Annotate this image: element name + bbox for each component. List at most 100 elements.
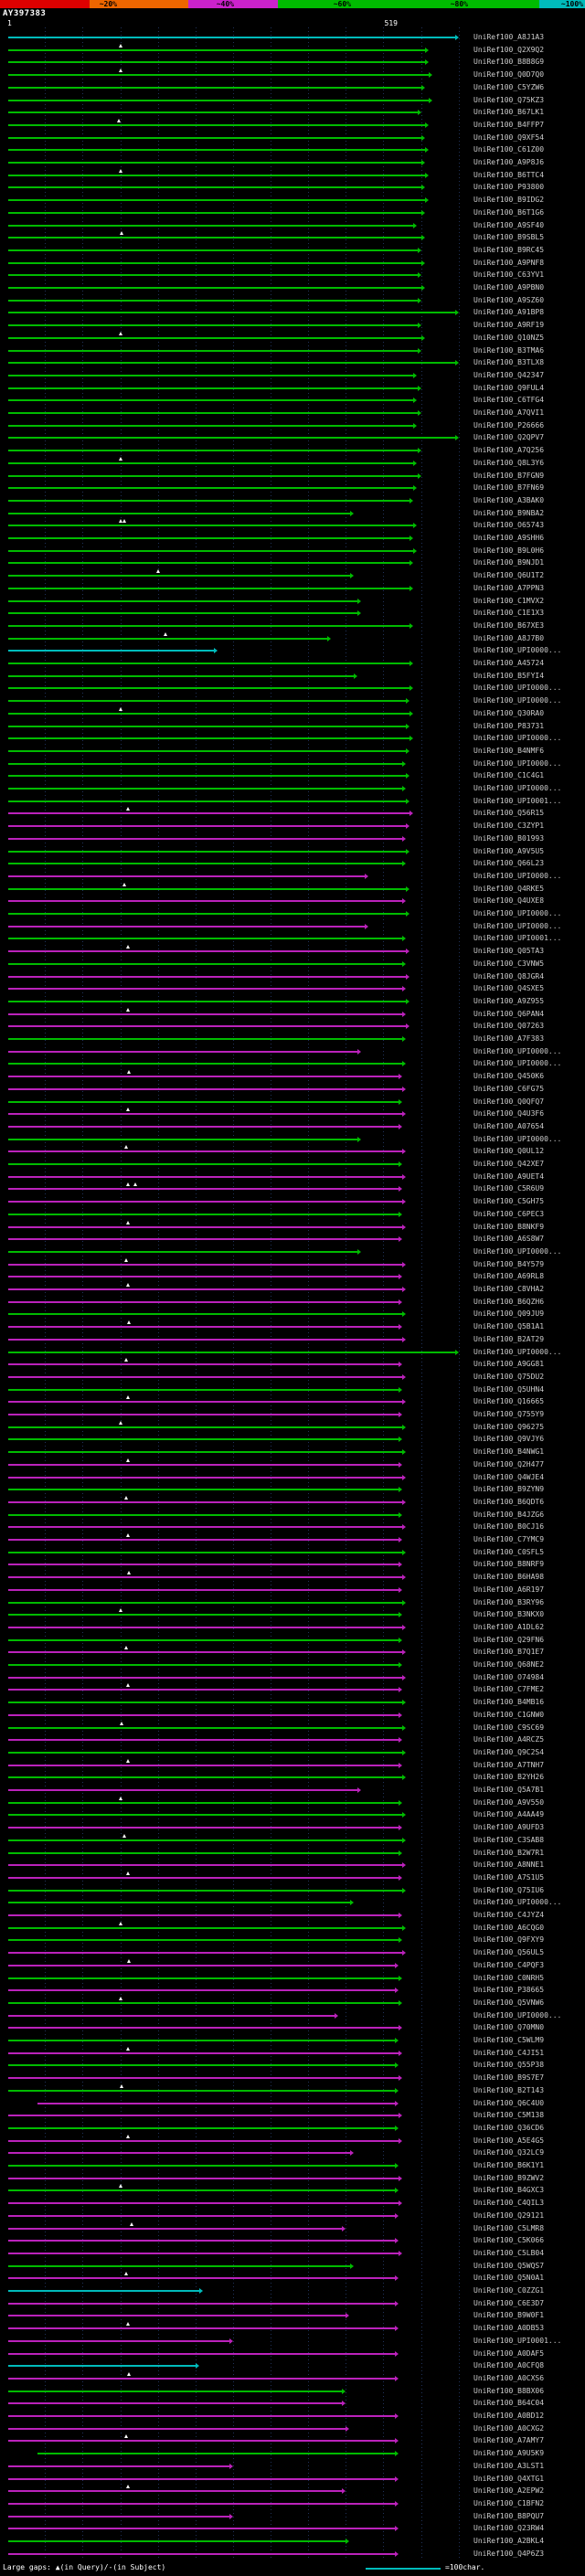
alignment-bar[interactable] [8,1664,399,1666]
hit-accession-label[interactable]: UniRef100_C1E1X3 [473,609,545,618]
alignment-bar[interactable] [8,1150,403,1153]
alignment-bar[interactable] [8,1163,399,1165]
alignment-bar[interactable] [8,1500,403,1503]
hit-accession-label[interactable]: UniRef100_C7FME2 [473,1685,545,1694]
alignment-bar[interactable] [8,1076,399,1078]
hit-accession-label[interactable]: UniRef100_Q2H477 [473,1459,545,1468]
hit-accession-label[interactable]: UniRef100_C6FG75 [473,1084,545,1093]
hit-accession-label[interactable]: UniRef100_UPI0000... [473,1898,562,1907]
hit-accession-label[interactable]: UniRef100_Q8L3Y6 [473,458,545,467]
hit-accession-label[interactable]: UniRef100_C5LB04 [473,2248,545,2257]
alignment-bar[interactable] [8,1401,403,1404]
hit-accession-label[interactable]: UniRef100_Q68NE2 [473,1660,545,1669]
alignment-bar[interactable] [8,2315,347,2317]
hit-accession-label[interactable]: UniRef100_Q4RKE5 [473,884,545,893]
hit-accession-label[interactable]: UniRef100_P38665 [473,1986,545,1995]
hit-accession-label[interactable]: UniRef100_B01993 [473,833,545,843]
hit-accession-label[interactable]: UniRef100_C4PQF3 [473,1960,545,1969]
alignment-bar[interactable] [8,637,328,640]
alignment-bar[interactable] [8,2327,396,2330]
hit-accession-label[interactable]: UniRef100_C4JYZ4 [473,1911,545,1919]
hit-accession-label[interactable]: UniRef100_A0CFQ8 [473,2361,545,2370]
alignment-bar[interactable] [8,1551,403,1553]
alignment-bar[interactable] [8,962,403,965]
hit-accession-label[interactable]: UniRef100_Q66L23 [473,859,545,868]
alignment-bar[interactable] [8,399,415,402]
hit-accession-label[interactable]: UniRef100_Q9FUL4 [473,383,545,392]
hit-accession-label[interactable]: UniRef100_A9PBN0 [473,283,545,292]
alignment-bar[interactable] [8,1451,403,1454]
hit-accession-label[interactable]: UniRef100_C63YV1 [473,270,545,280]
alignment-bar[interactable] [8,775,408,778]
alignment-bar[interactable] [8,2277,396,2280]
hit-accession-label[interactable]: UniRef100_A9SHH6 [473,534,545,542]
hit-accession-label[interactable]: UniRef100_Q56UL5 [473,1948,545,1957]
hit-accession-label[interactable]: UniRef100_Q0UL12 [473,1147,545,1156]
hit-accession-label[interactable]: UniRef100_Q0QFQ7 [473,1097,545,1106]
hit-accession-label[interactable]: UniRef100_Q05TA3 [473,947,545,956]
alignment-bar[interactable] [8,374,415,376]
alignment-bar[interactable] [8,387,419,389]
hit-accession-label[interactable]: UniRef100_C1GNW0 [473,1710,545,1719]
hit-accession-label[interactable]: UniRef100_A6S8W7 [473,1235,545,1244]
hit-accession-label[interactable]: UniRef100_B4NMF6 [473,746,545,755]
alignment-bar[interactable] [8,1989,396,1992]
hit-accession-label[interactable]: UniRef100_A45724 [473,659,545,667]
alignment-bar[interactable] [8,913,408,915]
alignment-bar[interactable] [8,2189,396,2192]
alignment-bar[interactable] [8,1375,403,1378]
alignment-bar[interactable] [8,1138,358,1140]
hit-accession-label[interactable]: UniRef100_P26666 [473,420,545,429]
alignment-bar[interactable] [8,174,426,176]
hit-accession-label[interactable]: UniRef100_B9RC45 [473,245,545,254]
hit-accession-label[interactable]: UniRef100_B9NJD1 [473,558,545,567]
alignment-bar[interactable] [8,2290,200,2292]
hit-accession-label[interactable]: UniRef100_Q75DU2 [473,1372,545,1381]
alignment-bar[interactable] [8,1839,403,1841]
alignment-bar[interactable] [8,1313,403,1316]
hit-accession-label[interactable]: UniRef100_B2AT29 [473,1334,545,1343]
hit-accession-label[interactable]: UniRef100_B6TTC4 [473,170,545,179]
hit-accession-label[interactable]: UniRef100_Q9VJY6 [473,1435,545,1444]
alignment-bar[interactable] [8,1952,403,1955]
hit-accession-label[interactable]: UniRef100_Q5UHN4 [473,1384,545,1394]
alignment-bar[interactable] [8,48,426,51]
alignment-bar[interactable] [8,450,419,452]
hit-accession-label[interactable]: UniRef100_Q4UXE8 [473,896,545,906]
alignment-bar[interactable] [8,349,419,352]
hit-accession-label[interactable]: UniRef100_Q10NZ5 [473,333,545,342]
hit-accession-label[interactable]: UniRef100_C0ZZG1 [473,2286,545,2295]
hit-accession-label[interactable]: UniRef100_A8J7B0 [473,633,545,642]
hit-accession-label[interactable]: UniRef100_C61Z00 [473,145,545,154]
hit-accession-label[interactable]: UniRef100_C5WLM9 [473,2036,545,2044]
alignment-bar[interactable] [8,412,419,414]
alignment-bar[interactable] [8,1276,399,1278]
hit-accession-label[interactable]: UniRef100_B64C04 [473,2399,545,2408]
hit-accession-label[interactable]: UniRef100_Q9FXY9 [473,1935,545,1945]
alignment-bar[interactable] [8,1000,408,1002]
hit-accession-label[interactable]: UniRef100_A8NNE1 [473,1860,545,1870]
alignment-bar[interactable] [8,111,419,114]
hit-accession-label[interactable]: UniRef100_Q23RW4 [473,2524,545,2533]
alignment-bar[interactable] [8,537,411,539]
hit-accession-label[interactable]: UniRef100_B9S7E7 [473,2073,545,2083]
alignment-bar[interactable] [8,2552,396,2555]
alignment-bar[interactable] [8,1300,399,1303]
hit-accession-label[interactable]: UniRef100_Q8JGR4 [473,971,545,981]
alignment-bar[interactable] [8,1977,399,1979]
hit-accession-label[interactable]: UniRef100_B2W7R1 [473,1848,545,1857]
hit-accession-label[interactable]: UniRef100_C0NRH5 [473,1973,545,1982]
alignment-bar[interactable] [8,2051,399,2054]
hit-accession-label[interactable]: UniRef100_Q6C4U0 [473,2098,545,2107]
hit-accession-label[interactable]: UniRef100_UPI0000... [473,871,562,880]
alignment-bar[interactable] [8,1876,399,1879]
alignment-bar[interactable] [8,1225,403,1228]
hit-accession-label[interactable]: UniRef100_B6T1G6 [473,207,545,217]
hit-accession-label[interactable]: UniRef100_B67LK1 [473,108,545,117]
hit-accession-label[interactable]: UniRef100_A9RF19 [473,321,545,330]
alignment-bar[interactable] [8,261,422,264]
hit-accession-label[interactable]: UniRef100_A9SZ60 [473,295,545,304]
alignment-bar[interactable] [8,1125,399,1128]
hit-accession-label[interactable]: UniRef100_B9L0H6 [473,546,545,555]
alignment-bar[interactable] [8,2528,396,2530]
